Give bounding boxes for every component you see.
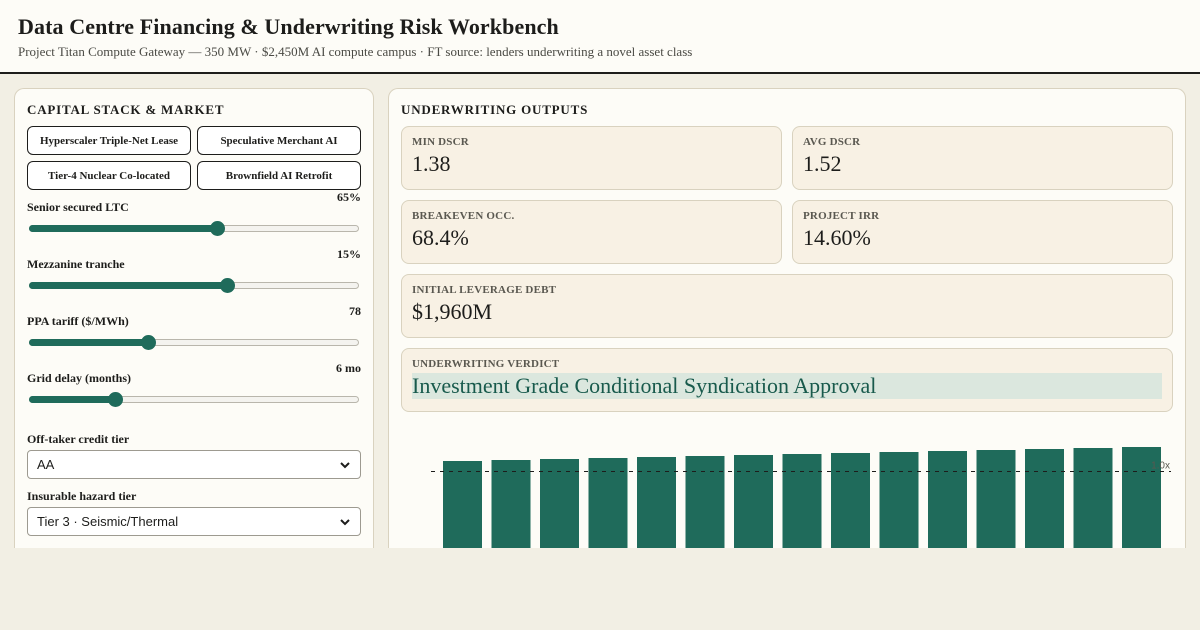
- avg-dscr-card: Avg DSCR 1.52: [792, 126, 1173, 190]
- grid-delay-fill: [29, 396, 115, 403]
- leverage-debt-card: Initial Leverage Debt $1,960M: [401, 274, 1173, 338]
- project-irr-card: Project IRR 14.60%: [792, 200, 1173, 264]
- dscr-bar: [879, 452, 919, 548]
- senior-ltc-label: Senior secured LTC: [27, 200, 129, 214]
- dscr-bar-chart: 1.0x: [431, 447, 1171, 548]
- dscr-threshold-label: 1.0x: [1151, 461, 1170, 472]
- preset-brownfield-button[interactable]: Brownfield AI Retrofit: [197, 161, 361, 190]
- grid-delay-label: Grid delay (months): [27, 371, 132, 385]
- grid-delay-thumb[interactable]: [108, 392, 124, 407]
- credit-tier-select[interactable]: AA: [27, 450, 361, 479]
- breakeven-occ-card: Breakeven Occ. 68.4%: [401, 200, 782, 264]
- mezzanine-thumb[interactable]: [219, 278, 235, 293]
- dscr-bar: [976, 450, 1016, 548]
- page-title: Data Centre Financing & Underwriting Ris…: [18, 14, 559, 39]
- ppa-tariff-slider[interactable]: [29, 335, 359, 350]
- page-subtitle: Project Titan Compute Gateway — 350 MW ·…: [18, 44, 693, 59]
- dscr-bar: [782, 454, 822, 548]
- project-irr-value: 14.60%: [803, 225, 871, 250]
- preset-hyperscaler-button[interactable]: Hyperscaler Triple-Net Lease: [27, 126, 191, 155]
- preset-nuclear-button[interactable]: Tier-4 Nuclear Co-located: [27, 161, 191, 190]
- hazard-tier-select[interactable]: Tier 3 · Seismic/Thermal: [27, 507, 361, 536]
- hazard-tier-value: Tier 3 · Seismic/Thermal: [37, 514, 179, 529]
- verdict-card: Underwriting Verdict Investment Grade Co…: [401, 348, 1173, 412]
- senior-ltc-slider-group: Senior secured LTC 65%: [27, 190, 361, 247]
- senior-ltc-slider[interactable]: [29, 221, 359, 236]
- mezzanine-fill: [29, 282, 226, 289]
- avg-dscr-label: Avg DSCR: [803, 136, 861, 148]
- header: Data Centre Financing & Underwriting Ris…: [0, 0, 1200, 74]
- senior-ltc-fill: [29, 225, 216, 232]
- dscr-bar: [685, 456, 725, 548]
- grid-delay-slider-group: Grid delay (months) 6 mo: [27, 361, 361, 418]
- dscr-bar: [491, 460, 531, 548]
- ppa-tariff-label: PPA tariff ($/MWh): [27, 314, 129, 328]
- verdict-value: Investment Grade Conditional Syndication…: [412, 373, 1162, 399]
- breakeven-occ-value: 68.4%: [412, 225, 469, 250]
- ppa-tariff-fill: [29, 339, 148, 346]
- dscr-bar: [831, 453, 870, 548]
- senior-ltc-value: 65%: [337, 190, 361, 204]
- dscr-bar: [637, 457, 676, 548]
- dscr-bar: [443, 461, 482, 548]
- credit-tier-value: AA: [37, 457, 55, 472]
- capital-stack-panel: Capital Stack & Market Hyperscaler Tripl…: [14, 88, 374, 548]
- ppa-tariff-thumb[interactable]: [141, 335, 157, 350]
- grid-delay-slider[interactable]: [29, 392, 359, 407]
- preset-buttons: Hyperscaler Triple-Net Lease Speculative…: [27, 126, 361, 190]
- verdict-label: Underwriting Verdict: [412, 358, 560, 370]
- dscr-bar: [1025, 449, 1064, 548]
- leverage-debt-label: Initial Leverage Debt: [412, 284, 557, 296]
- dscr-bar: [1122, 447, 1161, 548]
- capital-stack-title: Capital Stack & Market: [27, 102, 225, 117]
- credit-tier-label: Off-taker credit tier: [27, 432, 130, 446]
- dscr-bar: [734, 455, 773, 548]
- mezzanine-value: 15%: [337, 247, 361, 261]
- dscr-bar: [928, 451, 967, 548]
- chevron-down-icon: [339, 459, 351, 471]
- project-irr-label: Project IRR: [803, 210, 880, 222]
- avg-dscr-value: 1.52: [803, 151, 842, 176]
- mezzanine-label: Mezzanine tranche: [27, 257, 125, 271]
- ppa-tariff-value: 78: [349, 304, 361, 318]
- min-dscr-label: Min DSCR: [412, 136, 469, 148]
- ppa-tariff-slider-group: PPA tariff ($/MWh) 78: [27, 304, 361, 361]
- preset-speculative-button[interactable]: Speculative Merchant AI: [197, 126, 361, 155]
- leverage-debt-value: $1,960M: [412, 299, 493, 324]
- mezzanine-slider[interactable]: [29, 278, 359, 293]
- metric-cards: Min DSCR 1.38 Avg DSCR 1.52 Breakeven Oc…: [401, 126, 1173, 412]
- chevron-down-icon: [339, 516, 351, 528]
- outputs-title: Underwriting Outputs: [401, 102, 589, 117]
- senior-ltc-thumb[interactable]: [209, 221, 225, 236]
- dscr-bar: [540, 459, 579, 548]
- hazard-tier-label: Insurable hazard tier: [27, 489, 137, 503]
- breakeven-occ-label: Breakeven Occ.: [412, 210, 515, 222]
- grid-delay-value: 6 mo: [336, 361, 361, 375]
- dscr-bar: [1073, 448, 1113, 548]
- mezzanine-slider-group: Mezzanine tranche 15%: [27, 247, 361, 304]
- min-dscr-card: Min DSCR 1.38: [401, 126, 782, 190]
- dscr-bar: [588, 458, 628, 548]
- min-dscr-value: 1.38: [412, 151, 451, 176]
